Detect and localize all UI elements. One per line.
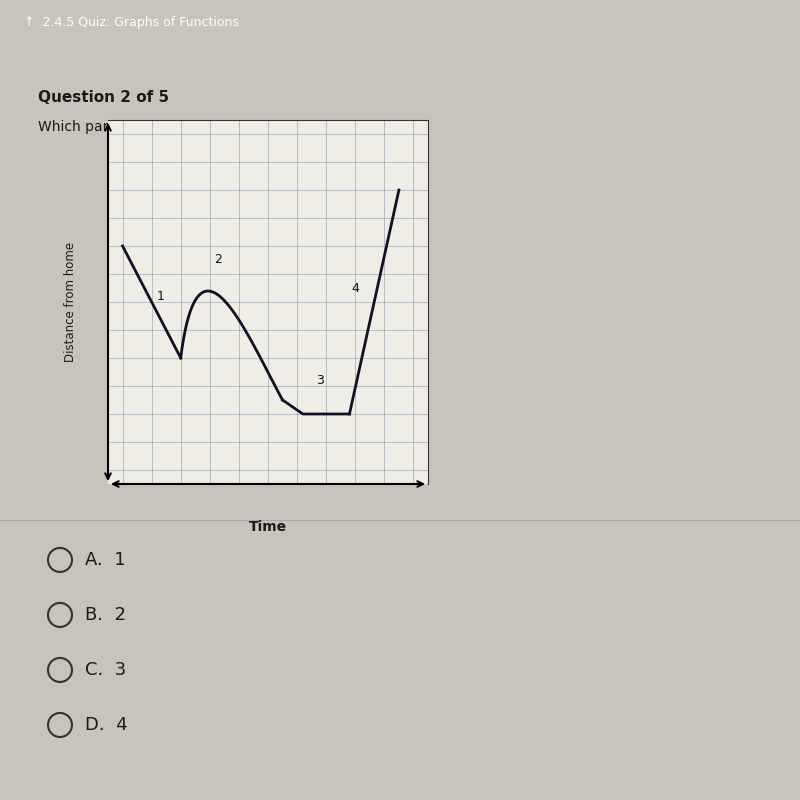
- Circle shape: [48, 548, 72, 572]
- Text: B.  2: B. 2: [85, 606, 126, 624]
- Text: A.  1: A. 1: [85, 551, 126, 569]
- Circle shape: [48, 658, 72, 682]
- Text: 4: 4: [351, 282, 359, 294]
- Text: Which part of this graph shows a nonlinear relationship?: Which part of this graph shows a nonline…: [38, 120, 430, 134]
- Text: 3: 3: [317, 374, 324, 387]
- Text: 2: 2: [214, 254, 222, 266]
- Text: Time: Time: [249, 521, 287, 534]
- Text: Question 2 of 5: Question 2 of 5: [38, 90, 169, 105]
- Text: 1: 1: [157, 290, 164, 303]
- Circle shape: [48, 713, 72, 737]
- Text: Distance from home: Distance from home: [64, 242, 77, 362]
- Text: ↑  2.4.5 Quiz: Graphs of Functions: ↑ 2.4.5 Quiz: Graphs of Functions: [24, 16, 239, 29]
- Circle shape: [48, 603, 72, 627]
- Text: D.  4: D. 4: [85, 716, 128, 734]
- FancyBboxPatch shape: [0, 45, 800, 800]
- Text: C.  3: C. 3: [85, 661, 126, 679]
